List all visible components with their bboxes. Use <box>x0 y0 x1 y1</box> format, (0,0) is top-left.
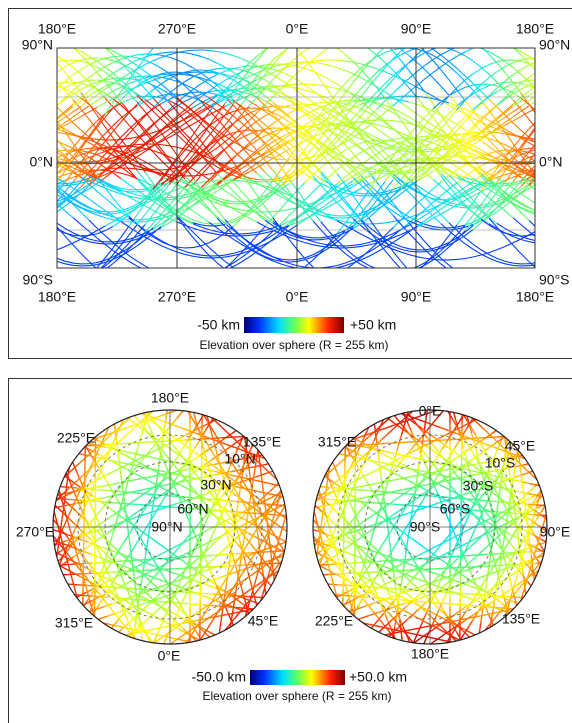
lon-label: 270°E <box>158 21 196 37</box>
lat-label: 30°S <box>463 478 494 494</box>
lon-label: 90°E <box>401 21 432 37</box>
lon-label: 0°E <box>286 289 309 305</box>
lon-label: 180°E <box>516 289 554 305</box>
lat-label: 0°N <box>539 154 563 170</box>
lat-label: 90°N <box>539 37 570 53</box>
lat-label: 0°N <box>30 154 54 170</box>
colorbar-caption: Elevation over sphere (R = 255 km) <box>199 338 388 352</box>
lon-label: 90°E <box>540 524 571 540</box>
lat-label: 30°N <box>200 477 231 493</box>
lat-label: 60°S <box>440 501 471 517</box>
lon-label: 180°E <box>38 21 76 37</box>
lon-label: 225°E <box>315 613 353 629</box>
lon-label: 0°E <box>419 403 442 419</box>
lon-label: 270°E <box>158 289 196 305</box>
lon-label: 180°E <box>151 390 189 406</box>
lon-label: 45°E <box>505 438 536 454</box>
lat-label: 90°S <box>410 519 441 535</box>
lat-label: 60°N <box>177 501 208 517</box>
colorbar-min: -50.0 km <box>192 669 246 685</box>
lon-label: 270°E <box>16 524 54 540</box>
lat-label: 90°N <box>22 37 53 53</box>
lon-label: 315°E <box>55 615 93 631</box>
colorbar-max: +50.0 km <box>349 669 407 685</box>
colorbar <box>250 670 345 685</box>
colorbar <box>244 317 344 333</box>
lon-label: 315°E <box>318 434 356 450</box>
lon-label: 225°E <box>57 430 95 446</box>
lat-label: 90°S <box>22 272 53 288</box>
lat-label: 90°N <box>151 519 182 535</box>
lon-label: 180°E <box>516 21 554 37</box>
colorbar-max: +50 km <box>350 317 396 333</box>
colorbar-min: -50 km <box>197 317 240 333</box>
lon-label: 135°E <box>502 611 540 627</box>
lon-label: 0°E <box>158 648 181 664</box>
lat-label: 10°N <box>224 451 255 467</box>
lon-label: 180°E <box>411 646 449 662</box>
lon-label: 90°E <box>401 289 432 305</box>
colorbar-caption: Elevation over sphere (R = 255 km) <box>202 689 391 703</box>
lon-label: 135°E <box>243 434 281 450</box>
lat-label: 90°S <box>539 272 570 288</box>
lon-label: 45°E <box>248 613 279 629</box>
lon-label: 0°E <box>286 21 309 37</box>
lon-label: 180°E <box>38 289 76 305</box>
lat-label: 10°S <box>485 455 516 471</box>
